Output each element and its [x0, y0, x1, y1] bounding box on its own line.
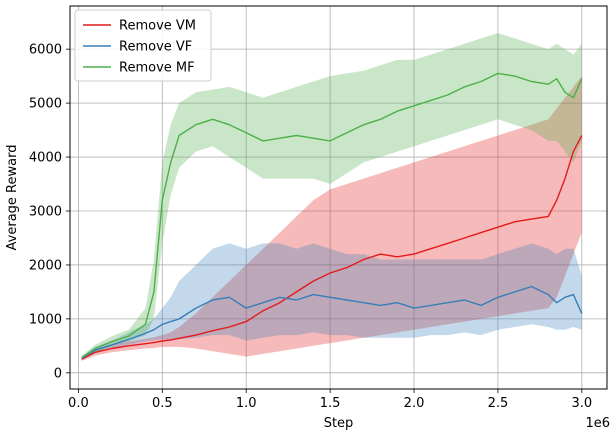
- y-tick-label: 2000: [29, 258, 62, 273]
- y-axis-label: Average Reward: [5, 145, 20, 251]
- x-axis-label: Step: [324, 416, 354, 431]
- confidence-bands: [81, 33, 582, 361]
- x-tick-label: 3.0: [571, 396, 592, 411]
- grid: [70, 6, 607, 389]
- y-tick-label: 4000: [29, 151, 62, 166]
- band-remove-vm: [81, 76, 582, 361]
- y-axis-ticks: 0 1000 2000 3000 4000 5000 6000: [29, 43, 70, 381]
- legend-label: Remove VM: [119, 19, 196, 34]
- x-tick-label: 2.0: [404, 396, 425, 411]
- line-remove-mf: [81, 72, 583, 359]
- legend-box: [74, 9, 212, 82]
- y-tick-label: 6000: [29, 43, 62, 58]
- x-axis-offset-label: 1e6: [585, 416, 610, 431]
- series-lines: [81, 72, 583, 360]
- x-tick-label: 0.0: [68, 396, 89, 411]
- plot-frame: [69, 5, 608, 390]
- y-tick-label: 3000: [29, 204, 62, 219]
- legend-label: Remove MF: [119, 61, 195, 76]
- x-tick-label: 0.5: [152, 396, 173, 411]
- x-tick-label: 1.5: [320, 396, 341, 411]
- band-remove-vf: [81, 243, 582, 360]
- y-tick-label: 1000: [29, 312, 62, 327]
- legend: Remove VM Remove VF Remove MF: [74, 9, 212, 82]
- x-tick-label: 1.0: [236, 396, 257, 411]
- y-tick-label: 0: [54, 366, 62, 381]
- x-tick-label: 2.5: [488, 396, 509, 411]
- band-remove-mf: [81, 33, 582, 360]
- line-remove-vm: [81, 135, 583, 360]
- y-tick-label: 5000: [29, 97, 62, 112]
- line-remove-vf: [81, 285, 583, 359]
- legend-label: Remove VF: [119, 40, 192, 55]
- x-axis-ticks: 0.0 0.5 1.0 1.5 2.0 2.5 3.0: [68, 389, 592, 411]
